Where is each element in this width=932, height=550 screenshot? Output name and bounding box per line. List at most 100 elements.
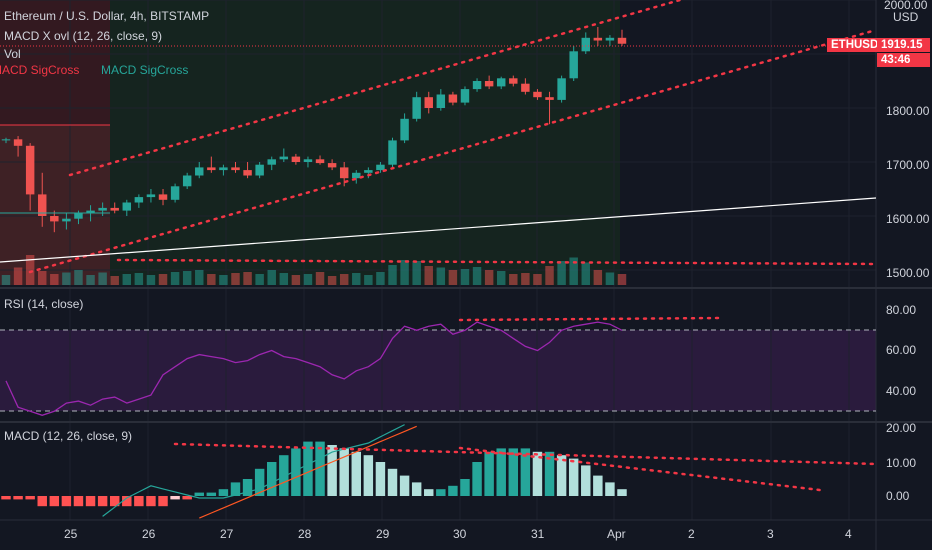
volume-bar bbox=[460, 269, 470, 285]
volume-bar bbox=[13, 267, 23, 285]
last-price-badge: 1919.15 bbox=[877, 38, 930, 52]
macd-histogram-bar bbox=[387, 468, 398, 496]
volume-bar bbox=[484, 270, 494, 285]
macd-histogram-bar bbox=[436, 489, 446, 496]
chart-title: Ethereum / U.S. Dollar, 4h, BITSTAMP bbox=[4, 9, 210, 23]
volume-bar bbox=[86, 275, 95, 285]
volume-bar bbox=[569, 257, 578, 285]
price-tick-top: 2000.00 bbox=[884, 0, 928, 12]
macd-histogram-bar bbox=[13, 496, 23, 500]
candle-body bbox=[388, 140, 397, 165]
rsi-resistance-drawing bbox=[458, 316, 722, 322]
volume-bar bbox=[509, 274, 518, 285]
currency-label: USD bbox=[893, 10, 919, 24]
macd-histogram-bar bbox=[363, 455, 374, 496]
macd-histogram-bar bbox=[617, 489, 627, 496]
channel-drawings[interactable] bbox=[0, 0, 878, 274]
time-tick: 31 bbox=[531, 527, 545, 541]
macd-histogram-bar bbox=[25, 496, 35, 500]
macd-histogram-bar bbox=[266, 462, 277, 496]
macd-histogram bbox=[1, 441, 627, 507]
volume-bar bbox=[158, 274, 168, 285]
macd-tick: 20.00 bbox=[886, 421, 917, 435]
volume-bar bbox=[279, 273, 289, 285]
time-tick: 4 bbox=[845, 527, 852, 541]
candle-body bbox=[303, 159, 313, 162]
symbol-badge: ETHUSD bbox=[827, 38, 883, 52]
macd-histogram-bar bbox=[532, 451, 543, 496]
candle-body bbox=[25, 145, 35, 195]
macd-histogram-bar bbox=[508, 448, 519, 496]
volume-bar bbox=[231, 273, 240, 285]
rsi-tick: 80.00 bbox=[886, 303, 917, 317]
volume-bar bbox=[521, 273, 530, 285]
price-tick: 1800.00 bbox=[886, 104, 930, 118]
macd-histogram-bar bbox=[424, 489, 434, 496]
macd-pane-title[interactable]: MACD (12, 26, close, 9) bbox=[4, 429, 133, 443]
candle-body bbox=[496, 78, 506, 87]
candle-body bbox=[424, 97, 433, 108]
volume-bar bbox=[50, 274, 59, 285]
channel-upper-line bbox=[68, 0, 682, 177]
volume-bar bbox=[315, 272, 325, 285]
candle-body bbox=[122, 202, 132, 211]
volume-bar bbox=[255, 274, 264, 285]
macd-histogram-bar bbox=[399, 475, 410, 496]
rsi-pane-title[interactable]: RSI (14, close) bbox=[4, 297, 84, 311]
volume-bar bbox=[195, 270, 204, 285]
volume-bar bbox=[376, 272, 385, 285]
candle-body bbox=[207, 167, 216, 171]
volume-bar bbox=[400, 260, 409, 285]
volume-bar bbox=[291, 275, 301, 285]
candle-body bbox=[50, 216, 59, 222]
macd-histogram-bar bbox=[351, 451, 362, 496]
volume-bar bbox=[412, 261, 421, 285]
volume-bar bbox=[557, 261, 566, 285]
channel-lower-line bbox=[28, 28, 878, 274]
macd-histogram-bar bbox=[134, 496, 144, 507]
candle-body bbox=[569, 51, 578, 79]
macd-histogram-bar bbox=[73, 496, 84, 507]
candle-body bbox=[472, 81, 482, 90]
macd-histogram-bar bbox=[544, 451, 555, 496]
candle-body bbox=[593, 37, 603, 41]
volume-bar bbox=[327, 276, 337, 285]
volume-bar bbox=[617, 274, 627, 285]
macd-histogram-bar bbox=[303, 441, 313, 496]
macd-histogram-bar bbox=[170, 496, 180, 500]
price-tick: 1500.00 bbox=[886, 266, 930, 280]
candle-body bbox=[134, 197, 144, 203]
rsi-tick: 60.00 bbox=[886, 343, 917, 357]
macd-histogram-bar bbox=[472, 462, 482, 496]
volume-legend[interactable]: Vol bbox=[4, 47, 21, 61]
volume-bar bbox=[98, 272, 107, 285]
rsi-line bbox=[5, 321, 623, 416]
macd-histogram-bar bbox=[605, 482, 615, 496]
volume-bar bbox=[110, 276, 119, 285]
candle-body bbox=[533, 91, 542, 98]
volume-bar bbox=[134, 273, 144, 285]
volume-bar bbox=[74, 270, 83, 285]
macd-overlay-legend[interactable]: MACD X ovl (12, 26, close, 9) bbox=[4, 29, 163, 43]
volume-bar bbox=[62, 272, 71, 285]
macd-histogram-bar bbox=[568, 458, 579, 496]
candle-body bbox=[279, 156, 289, 160]
candle-body bbox=[195, 167, 204, 176]
time-tick: 30 bbox=[453, 527, 467, 541]
macd-histogram-bar bbox=[254, 468, 265, 496]
candle-body bbox=[182, 175, 192, 187]
volume-bar bbox=[352, 273, 361, 285]
volume-bar bbox=[448, 270, 458, 285]
macd-tick: 10.00 bbox=[886, 456, 917, 470]
candle-body bbox=[13, 139, 23, 146]
macd-histogram-bar bbox=[230, 482, 241, 496]
candle-body bbox=[509, 78, 518, 84]
macd-histogram-bar bbox=[327, 445, 337, 496]
macd-histogram-bar bbox=[85, 496, 96, 507]
macd-histogram-bar bbox=[279, 455, 289, 496]
macd-line bbox=[102, 424, 405, 517]
volume-bar bbox=[581, 262, 590, 285]
volume-bar bbox=[533, 274, 542, 285]
